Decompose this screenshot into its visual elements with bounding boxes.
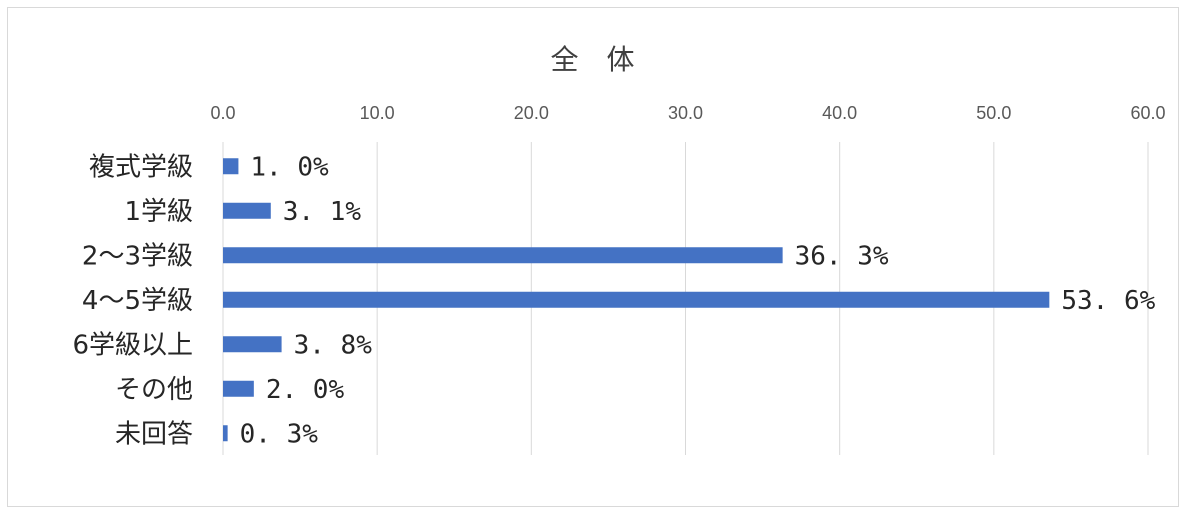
data-label: 53. 6% xyxy=(1061,286,1155,316)
data-label: 2. 0% xyxy=(266,375,345,405)
category-label: 1学級 xyxy=(124,197,193,227)
category-label: 複式学級 xyxy=(89,152,193,182)
bar xyxy=(223,425,228,442)
category-label: その他 xyxy=(115,375,193,405)
bar-chart: 0.0 10.0 20.0 30.0 40.0 50.0 60.0 複式学級 1. 0% 1学級 3… xyxy=(72,103,1166,455)
category-label: 6学級以上 xyxy=(72,330,193,360)
data-label: 3. 8% xyxy=(294,330,373,360)
bar xyxy=(223,380,254,397)
bar xyxy=(223,247,783,264)
data-label: 1. 0% xyxy=(250,152,329,182)
bar xyxy=(223,202,271,219)
x-tick-label: 0.0 xyxy=(210,103,235,123)
data-label: 0. 3% xyxy=(240,419,319,449)
x-tick-label: 30.0 xyxy=(668,103,703,123)
x-tick-label: 50.0 xyxy=(976,103,1011,123)
x-tick-label: 10.0 xyxy=(360,103,395,123)
category-label: 2～3学級 xyxy=(82,241,193,271)
data-label: 36. 3% xyxy=(795,241,889,271)
x-tick-label: 40.0 xyxy=(822,103,857,123)
x-tick-label: 20.0 xyxy=(514,103,549,123)
bar xyxy=(223,336,282,353)
bar xyxy=(223,291,1050,308)
chart-title: 全 体 xyxy=(550,43,635,76)
data-label: 3. 1% xyxy=(283,197,362,227)
bar xyxy=(223,158,239,175)
category-label: 4～5学級 xyxy=(82,286,193,316)
x-tick-label: 60.0 xyxy=(1130,103,1165,123)
category-label: 未回答 xyxy=(115,419,193,449)
